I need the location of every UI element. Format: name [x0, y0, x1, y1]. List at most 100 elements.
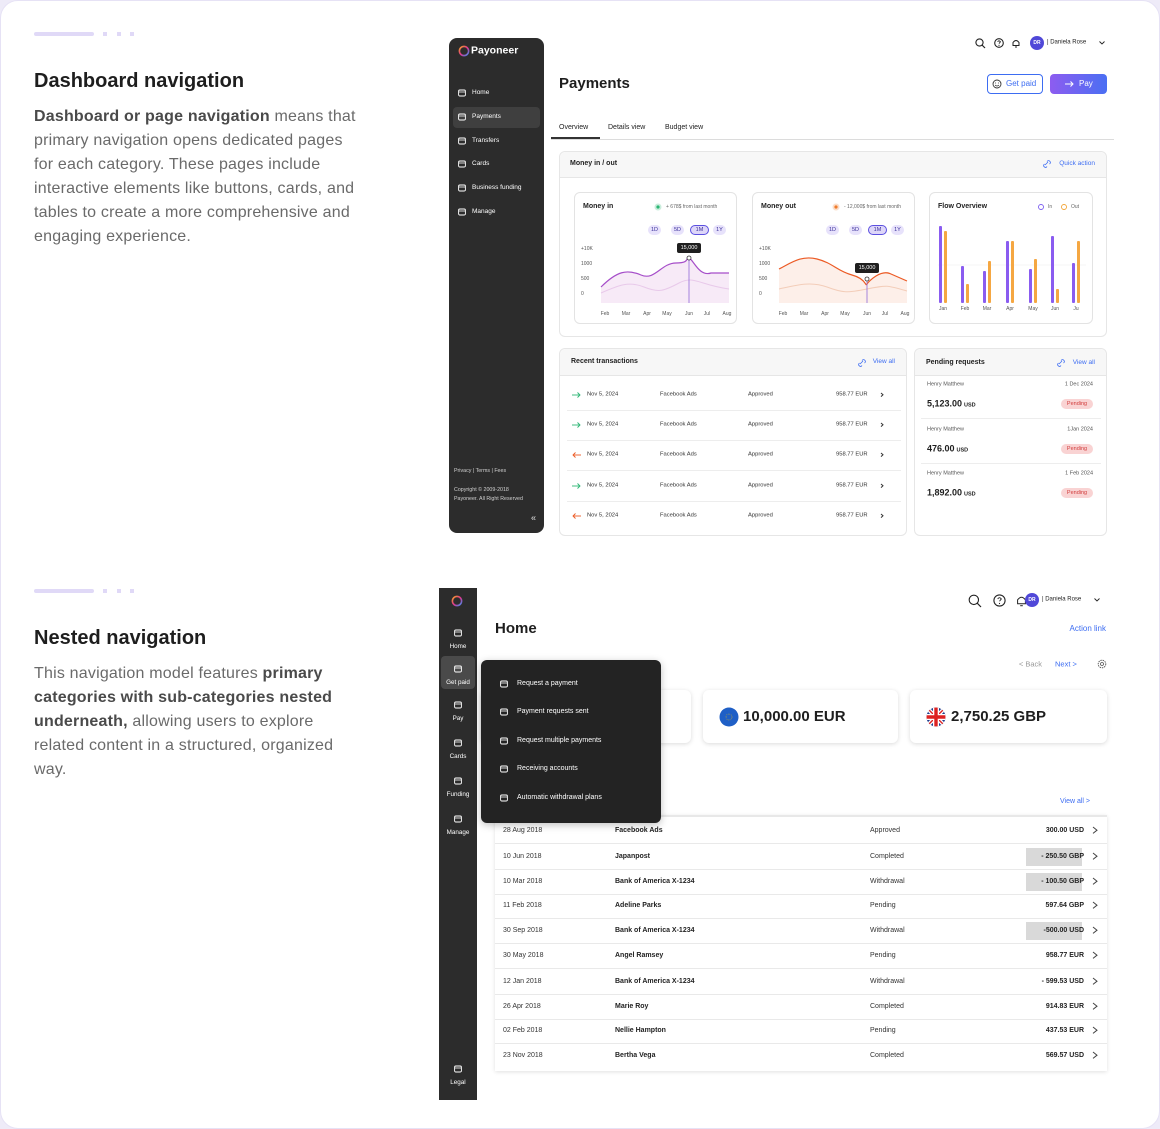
icon-part — [998, 602, 1000, 604]
cell-merchant: Facebook Ads — [660, 451, 697, 458]
nav-item[interactable]: Manage — [446, 829, 470, 837]
icon — [458, 89, 466, 97]
tooltip: 15,000 — [855, 263, 879, 273]
collapse-button[interactable]: « — [530, 512, 536, 523]
y-tick-label: 500 — [759, 276, 768, 282]
card-header — [915, 349, 1106, 376]
link[interactable]: View all — [872, 358, 895, 366]
range-pill[interactable]: 5D — [849, 225, 862, 235]
amount-highlight — [1026, 873, 1082, 891]
x-tick-label: Jun — [684, 311, 694, 317]
flag-gb — [926, 707, 946, 727]
tab[interactable]: Details view — [608, 123, 646, 131]
cell-amount: - 250.50 GBP — [1041, 852, 1084, 860]
cell-amount: 597.64 GBP — [1045, 901, 1084, 909]
pay-button[interactable] — [1050, 74, 1107, 94]
menu-item[interactable]: Receiving accounts — [517, 764, 578, 772]
tab[interactable]: Budget view — [665, 123, 704, 131]
nav-item[interactable]: Pay — [452, 715, 464, 723]
icon-part — [1092, 901, 1098, 909]
cell-amount: 437.53 EUR — [1045, 1026, 1084, 1034]
icon-part — [779, 257, 907, 303]
y-tick-label: 0 — [581, 291, 584, 297]
icon-part — [983, 271, 986, 303]
row-divider — [495, 894, 1107, 895]
nav-item[interactable]: Home — [449, 643, 467, 651]
x-tick-label: Jul — [881, 311, 889, 317]
nav-item[interactable]: Legal — [450, 1079, 466, 1087]
request-name: Henry Matthew — [927, 426, 964, 433]
link[interactable]: View all — [1072, 359, 1095, 367]
logo-text: Payoneer — [471, 44, 519, 57]
cell-amount: 569.57 USD — [1045, 1051, 1084, 1059]
range-pill[interactable]: 1D — [648, 225, 661, 235]
cell-name: Angel Ramsey — [615, 951, 664, 959]
icon-part — [1061, 204, 1067, 210]
menu-item[interactable]: Request a payment — [517, 679, 578, 687]
range-pill[interactable]: 1D — [826, 225, 839, 235]
cell-date: 23 Nov 2018 — [503, 1051, 543, 1059]
status-pill: Pending — [1061, 399, 1093, 409]
range-pill[interactable]: 1Y — [713, 225, 726, 235]
cell-merchant: Facebook Ads — [660, 512, 697, 519]
nav-item[interactable]: Payments — [472, 113, 501, 121]
range-pill[interactable]: 1M — [868, 225, 887, 235]
tab[interactable]: Overview — [559, 123, 589, 131]
icon — [458, 208, 466, 216]
nav-item[interactable]: Funding — [446, 791, 470, 799]
request-amount: 5,123.00 USD — [927, 399, 976, 410]
x-tick-label: Jun — [862, 311, 872, 317]
help-icon — [994, 38, 1004, 48]
icon-part — [1012, 40, 1020, 46]
avatar-initials: DR — [1033, 40, 1041, 46]
card-title: Pending requests — [926, 358, 985, 366]
nav-item[interactable]: Cards — [449, 753, 467, 761]
view-all-link[interactable]: View all > — [1059, 797, 1090, 805]
icon-part — [1092, 877, 1098, 885]
chart-lines — [778, 257, 908, 303]
button-label[interactable]: Get paid — [1006, 79, 1037, 89]
range-pill[interactable]: 5D — [671, 225, 684, 235]
nav-item[interactable]: Business funding — [472, 184, 522, 192]
link[interactable]: Quick action — [1059, 160, 1095, 168]
nav-active-bg — [441, 656, 475, 689]
decor-bar — [34, 589, 94, 593]
row-divider — [921, 418, 1101, 419]
decor-dot — [117, 32, 121, 36]
nav-item[interactable]: Cards — [472, 160, 490, 168]
nav-item[interactable]: Get paid — [446, 679, 470, 687]
cell-merchant: Facebook Ads — [660, 391, 697, 398]
icon-part — [577, 392, 581, 398]
icon-part — [1057, 359, 1065, 367]
x-tick-label: Jun — [1050, 306, 1060, 312]
icon — [454, 701, 462, 709]
status-text: Pending — [1066, 490, 1088, 496]
row-divider — [921, 462, 1101, 464]
pager-next[interactable]: Next > — [1055, 659, 1077, 669]
amount-currency: USD — [964, 491, 976, 498]
icon-part — [719, 707, 739, 727]
pager-back[interactable]: < Back — [1018, 659, 1042, 669]
link-icon — [1057, 359, 1065, 367]
x-tick-label: Mar — [799, 311, 809, 317]
row-divider — [495, 918, 1107, 919]
range-pill[interactable]: 1Y — [891, 225, 904, 235]
nav-item[interactable]: Transfers — [472, 137, 500, 145]
button-label[interactable]: Pay — [1079, 79, 1093, 89]
cell-amount: 958.77 EUR — [836, 451, 868, 458]
amount-value: 1,892.00 — [927, 487, 963, 498]
icon-part — [858, 359, 866, 367]
get-paid-button[interactable] — [987, 74, 1043, 94]
nav-item[interactable]: Manage — [472, 208, 496, 216]
chevron — [1092, 901, 1098, 909]
range-pill[interactable]: 1M — [690, 225, 709, 235]
icon-part — [778, 283, 908, 293]
decor-bar — [34, 32, 94, 36]
cell-status: Approved — [748, 451, 773, 458]
nav-item[interactable]: Home — [472, 89, 490, 97]
action-link[interactable]: Action link — [1069, 624, 1106, 634]
menu-item[interactable]: Request multiple payments — [517, 736, 602, 744]
menu-item[interactable]: Automatic withdrawal plans — [517, 793, 602, 801]
chevron — [880, 483, 884, 488]
menu-item[interactable]: Payment requests sent — [517, 707, 589, 715]
